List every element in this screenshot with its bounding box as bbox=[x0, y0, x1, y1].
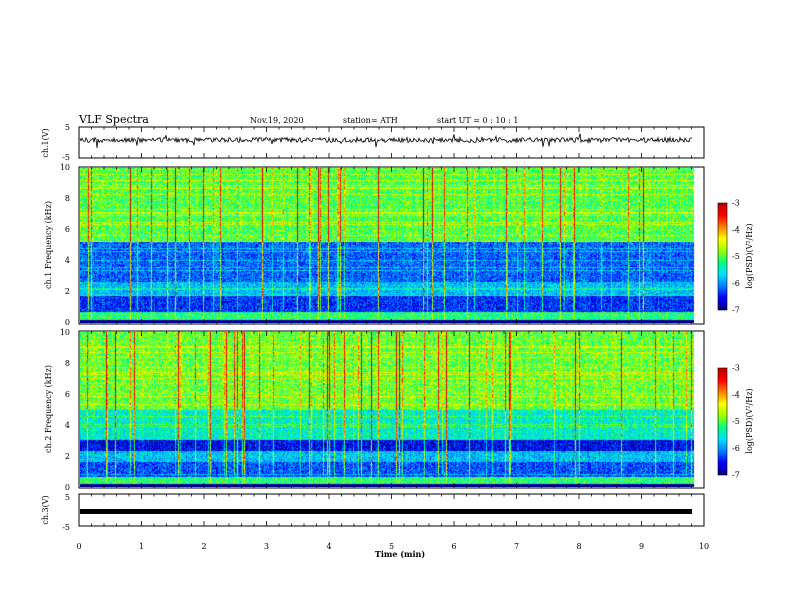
ch1-freq-tick-0: 0 bbox=[65, 318, 70, 327]
station-label: station= ATH bbox=[343, 116, 398, 125]
colorbar-tick-label: -5 bbox=[732, 252, 740, 261]
ch2-freq-tick-6: 6 bbox=[65, 390, 70, 399]
date-label: Nov.19, 2020 bbox=[250, 116, 304, 125]
x-tick-label: 10 bbox=[699, 542, 709, 551]
ch2-spectrogram-ylabel: ch.2 Frequency (kHz) bbox=[44, 365, 53, 453]
ch1-ytick-top: 5 bbox=[65, 123, 70, 132]
ch1-ytick-bottom: -5 bbox=[62, 153, 70, 162]
colorbar-tick-label: -6 bbox=[732, 279, 740, 288]
ch2-freq-tick-0: 0 bbox=[65, 483, 70, 492]
ch3-waveform-ylabel: ch.3(V) bbox=[41, 495, 50, 524]
colorbar-tick-label: -3 bbox=[732, 364, 740, 373]
ch1-spectrogram-image bbox=[80, 168, 703, 323]
colorbar-tick-label: -7 bbox=[732, 306, 740, 315]
ch1-spectrogram-panel: 0 2 4 6 8 10 ch.1 Frequency (kHz) bbox=[44, 163, 705, 327]
ch1-waveform-line bbox=[79, 133, 693, 148]
ch3-waveform-line bbox=[80, 509, 692, 514]
x-tick-label: 4 bbox=[326, 542, 331, 551]
figure-title: VLF Spectra bbox=[78, 113, 149, 126]
ch3-ytick-bottom: -5 bbox=[62, 523, 70, 532]
colorbar-ch2-label: log(PSD)(V²/Hz) bbox=[745, 388, 754, 453]
colorbar-ch2-frame bbox=[717, 367, 728, 476]
ch2-freq-tick-4: 4 bbox=[65, 421, 70, 430]
ch2-spectrogram-panel: 0 2 4 6 8 10 ch.2 Frequency (kHz) bbox=[44, 328, 705, 492]
start-ut-label: start UT = 0 : 10 : 1 bbox=[437, 116, 518, 125]
x-tick-label: 6 bbox=[451, 542, 456, 551]
colorbar-tick-label: -5 bbox=[732, 417, 740, 426]
ch2-freq-tick-2: 2 bbox=[65, 452, 70, 461]
colorbar-ch1: -3 -4 -5 -6 -7 log(PSD)(V²/Hz) bbox=[717, 199, 754, 315]
colorbar-ch1-label: log(PSD)(V²/Hz) bbox=[745, 223, 754, 288]
ch1-freq-tick-2: 2 bbox=[65, 287, 70, 296]
colorbar-ch1-ticks: -3 -4 -5 -6 -7 bbox=[732, 199, 740, 315]
colorbar-tick-label: -3 bbox=[732, 199, 740, 208]
ch2-freq-tick-10: 10 bbox=[60, 328, 70, 337]
colorbar-ch1-frame bbox=[717, 202, 728, 311]
colorbar-tick-label: -4 bbox=[732, 225, 740, 234]
ch2-spectrogram-image bbox=[80, 332, 703, 487]
x-tick-label: 1 bbox=[139, 542, 144, 551]
ch3-ytick-top: 5 bbox=[65, 493, 70, 502]
ch1-spectrogram-ylabel: ch.1 Frequency (kHz) bbox=[44, 201, 53, 289]
ch1-freq-tick-4: 4 bbox=[65, 256, 70, 265]
ch2-freq-tick-8: 8 bbox=[65, 359, 70, 368]
ch1-waveform-ylabel: ch.1(V) bbox=[41, 128, 50, 157]
colorbar-tick-label: -6 bbox=[732, 444, 740, 453]
ch1-freq-tick-8: 8 bbox=[65, 194, 70, 203]
colorbar-tick-label: -7 bbox=[732, 471, 740, 480]
axis-ticks bbox=[78, 127, 705, 526]
ch1-waveform-panel: 5 -5 ch.1(V) bbox=[41, 123, 705, 162]
colorbar-ch2-gradient bbox=[718, 368, 727, 475]
x-tick-labels: 0 1 2 3 4 5 6 7 8 9 10 bbox=[76, 542, 709, 551]
x-tick-label: 0 bbox=[76, 542, 81, 551]
colorbar-ch2-ticks: -3 -4 -5 -6 -7 bbox=[732, 364, 740, 480]
colorbar-tick-label: -4 bbox=[732, 390, 740, 399]
ch1-waveform-frame bbox=[78, 126, 705, 159]
x-tick-label: 3 bbox=[264, 542, 269, 551]
x-tick-label: 7 bbox=[514, 542, 519, 551]
ch3-waveform-panel: 5 -5 ch.3(V) bbox=[41, 493, 705, 532]
x-axis-label: Time (min) bbox=[375, 549, 425, 559]
x-tick-label: 9 bbox=[639, 542, 644, 551]
colorbar-ch2: -3 -4 -5 -6 -7 log(PSD)(V²/Hz) bbox=[717, 364, 754, 480]
x-tick-label: 2 bbox=[201, 542, 206, 551]
x-tick-label: 5 bbox=[389, 542, 394, 551]
x-tick-label: 8 bbox=[576, 542, 581, 551]
ch1-freq-tick-6: 6 bbox=[65, 225, 70, 234]
colorbar-ch1-gradient bbox=[718, 203, 727, 310]
ch1-freq-tick-10: 10 bbox=[60, 163, 70, 172]
